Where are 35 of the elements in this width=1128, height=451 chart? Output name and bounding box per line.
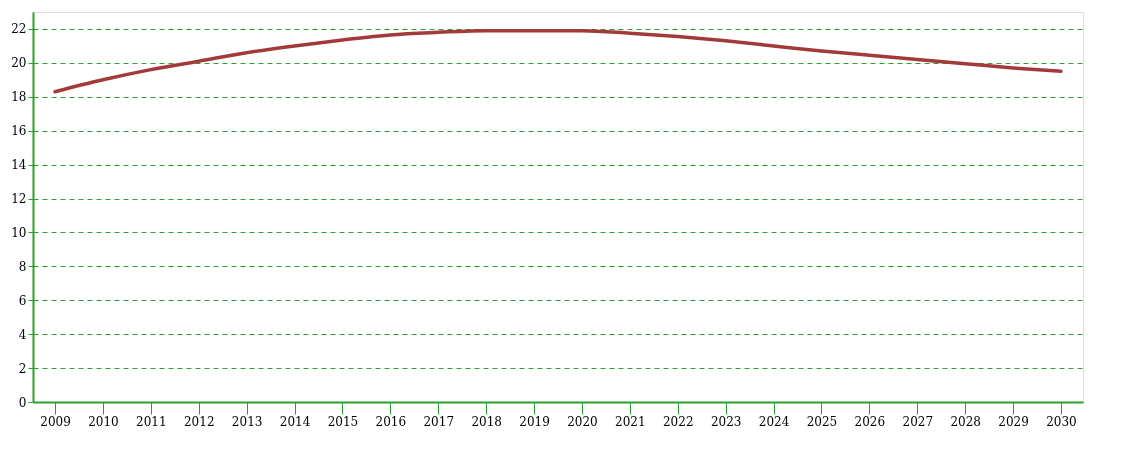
y-tick-label: 0	[18, 395, 27, 410]
x-tick-label: 2018	[471, 414, 502, 429]
x-tick-label: 2011	[136, 414, 167, 429]
x-tick-label: 2017	[423, 414, 455, 429]
x-tick-label: 2029	[998, 414, 1029, 429]
x-tick-label: 2013	[231, 414, 263, 429]
x-tick-label: 2026	[854, 414, 886, 429]
y-tick-label: 6	[18, 293, 27, 308]
x-tick-label: 2019	[519, 414, 550, 429]
x-tick-label: 2010	[88, 414, 119, 429]
x-tick-label: 2024	[758, 414, 790, 429]
x-tick-label: 2015	[327, 414, 359, 429]
x-tick-label: 2016	[375, 414, 407, 429]
y-tick-label: 8	[18, 259, 27, 274]
x-tick-label: 2025	[806, 414, 838, 429]
y-tick-label: 2	[18, 361, 27, 376]
y-tick-label: 4	[18, 327, 27, 342]
y-tick-label: 18	[11, 90, 27, 105]
y-tick-label: 10	[11, 225, 27, 240]
x-tick-label: 2023	[710, 414, 742, 429]
x-tick-label: 2022	[662, 414, 694, 429]
x-tick-label: 2020	[567, 414, 598, 429]
x-tick-label: 2028	[950, 414, 981, 429]
line-series	[53, 28, 1063, 94]
x-tick-label: 2030	[1046, 414, 1077, 429]
y-tick-label: 20	[11, 56, 27, 71]
y-tick-label: 14	[11, 158, 27, 173]
x-tick-label: 2012	[183, 414, 215, 429]
x-tick-label: 2014	[279, 414, 311, 429]
x-tick-label: 2027	[902, 414, 934, 429]
x-tick-label: 2009	[40, 414, 71, 429]
x-tick-label: 2021	[615, 414, 646, 429]
y-tick-label: 16	[11, 124, 27, 139]
y-tick-label: 12	[11, 192, 27, 207]
y-tick-label: 22	[11, 22, 27, 37]
